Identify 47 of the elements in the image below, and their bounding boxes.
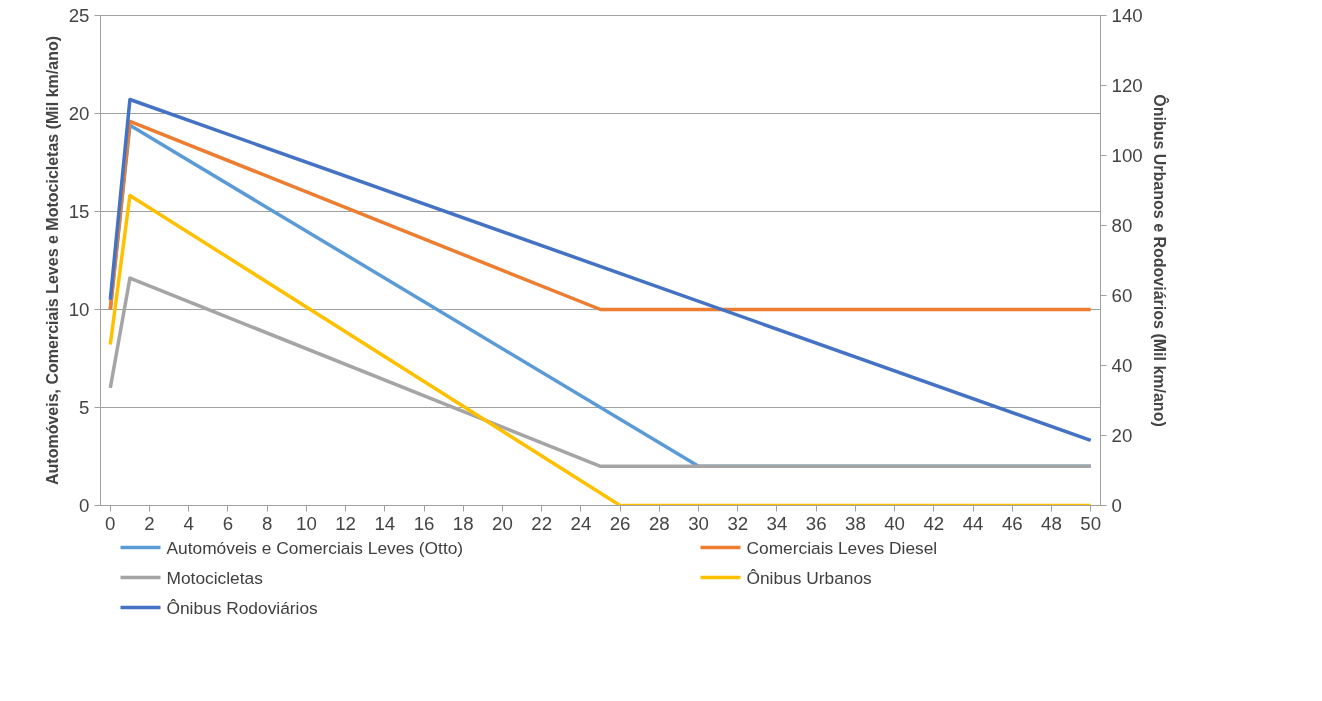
y2-axis-title: Ônibus Urbanos e Rodoviários (Mil km/ano): [1150, 94, 1169, 427]
y2-tick-label: 60: [1111, 285, 1133, 306]
x-tick-label: 10: [296, 512, 317, 534]
y2-tick-label: 140: [1111, 5, 1143, 26]
y-tick-label: 10: [68, 299, 90, 320]
legend-label: Motocicletas: [166, 567, 264, 588]
x-tick-label: 6: [222, 512, 234, 534]
x-tick-label: 16: [413, 512, 435, 534]
x-tick-label: 8: [261, 512, 273, 534]
x-tick-label: 22: [531, 512, 553, 534]
x-tick-label: 12: [335, 512, 356, 534]
x-tick-label: 24: [570, 512, 592, 534]
x-tick-label: 32: [727, 512, 749, 534]
legend-label: Comerciais Leves Diesel: [746, 537, 938, 558]
y2-tick-label: 0: [1111, 495, 1122, 516]
y2-tick-label: 120: [1111, 75, 1143, 96]
legend-label: Ônibus Urbanos: [746, 567, 873, 588]
x-tick-label: 48: [1041, 512, 1062, 534]
x-tick-label: 36: [805, 512, 827, 534]
x-tick-label: 40: [884, 512, 906, 534]
x-tick-label: 34: [766, 512, 788, 534]
x-tick-label: 46: [1001, 512, 1023, 534]
x-tick-label: 28: [648, 512, 670, 534]
x-tick-label: 26: [609, 512, 631, 534]
y-tick-label: 5: [79, 397, 90, 418]
x-tick-label: 18: [452, 512, 474, 534]
y-axis-title: Automóveis, Comerciais Leves e Motocicletas (Mil km/ano): [43, 35, 61, 486]
y-tick-label: 25: [68, 5, 90, 26]
y-tick-label: 0: [79, 495, 90, 516]
x-tick-label: 14: [374, 512, 396, 534]
x-tick-label: 38: [845, 512, 866, 534]
x-tick-label: 44: [962, 512, 984, 534]
y2-tick-label: 100: [1111, 145, 1143, 166]
x-tick-label: 0: [105, 512, 116, 534]
x-tick-label: 2: [144, 512, 155, 534]
y2-tick-label: 80: [1111, 215, 1133, 236]
legend-label: Ônibus Rodoviários: [166, 597, 319, 618]
y2-tick-label: 20: [1111, 425, 1133, 446]
y-tick-label: 20: [68, 103, 90, 124]
x-tick-label: 30: [688, 512, 709, 534]
legend-label: Automóveis e Comerciais Leves (Otto): [166, 537, 464, 558]
x-tick-label: 50: [1080, 512, 1102, 534]
x-tick-label: 42: [923, 512, 945, 534]
x-tick-label: 20: [492, 512, 513, 534]
x-tick-label: 4: [183, 512, 194, 534]
y-tick-label: 15: [68, 201, 90, 222]
y2-tick-label: 40: [1111, 355, 1133, 376]
